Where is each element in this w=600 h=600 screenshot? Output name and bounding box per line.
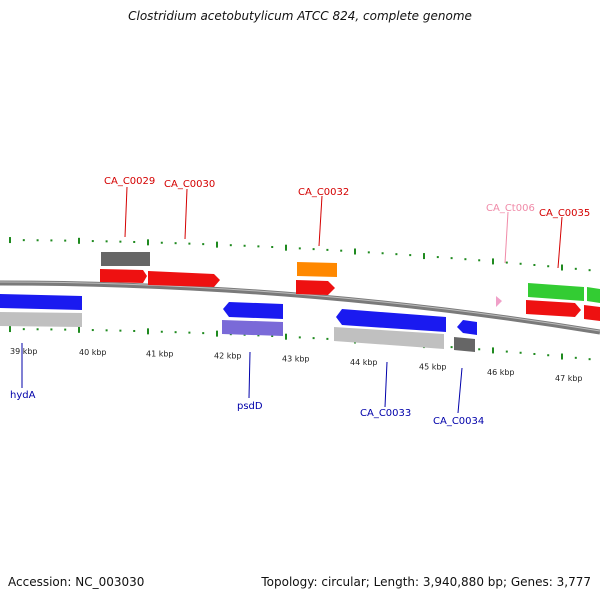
feature-CA_C0030[interactable] <box>148 271 220 287</box>
callout-line-psdD <box>248 351 251 399</box>
feature-CA_Ct006[interactable] <box>496 296 502 307</box>
gene-label-CA_C0032[interactable]: CA_C0032 <box>298 187 349 198</box>
feature-CA_C0035-green[interactable] <box>528 283 584 301</box>
feature-hydA-gray[interactable] <box>0 312 82 327</box>
feature-CA_C0029-gray[interactable] <box>101 252 150 266</box>
callout-line-CA_C0032 <box>318 195 323 247</box>
feature-CA_C0033[interactable] <box>336 309 446 332</box>
accession-text: Accession: NC_003030 <box>8 575 145 589</box>
feature-CA_C0036[interactable] <box>584 305 600 321</box>
scale-label: 45 kbp <box>419 363 447 372</box>
gene-label-hydA[interactable]: hydA <box>10 390 36 401</box>
gene-label-psdD[interactable]: psdD <box>237 401 263 412</box>
scale-label: 39 kbp <box>10 347 38 356</box>
genome-title: Clostridium acetobutylicum ATCC 824, com… <box>128 9 472 23</box>
topology-summary: Topology: circular; Length: 3,940,880 bp… <box>261 575 591 589</box>
callout-line-CA_Ct006 <box>504 211 509 264</box>
scale-label: 40 kbp <box>79 348 107 357</box>
scale-label: 42 kbp <box>214 352 242 361</box>
feature-psdD-purple[interactable] <box>222 320 283 336</box>
genome-backbone <box>0 280 600 335</box>
feature-CA_C0029[interactable] <box>100 269 147 283</box>
scale-label: 46 kbp <box>487 368 515 377</box>
features-top <box>100 252 600 321</box>
gene-label-CA_C0029[interactable]: CA_C0029 <box>104 176 155 187</box>
feature-CA_C0033-gray[interactable] <box>334 327 444 349</box>
scale-label: 47 kbp <box>555 374 583 383</box>
gene-label-CA_C0030[interactable]: CA_C0030 <box>164 179 215 190</box>
gene-label-CA_C0035[interactable]: CA_C0035 <box>539 208 590 219</box>
scale-label: 44 kbp <box>350 358 378 367</box>
genome-backbone-highlight <box>0 281 600 332</box>
callout-line-CA_C0033 <box>384 361 388 408</box>
feature-CA_C0032-orange[interactable] <box>297 262 337 277</box>
feature-CA_C0034[interactable] <box>457 320 477 335</box>
gene-label-CA_Ct006[interactable]: CA_Ct006 <box>486 203 535 214</box>
gene-label-CA_C0034[interactable]: CA_C0034 <box>433 416 484 427</box>
scale-label: 41 kbp <box>146 349 174 358</box>
feature-CA_C0035-green-2[interactable] <box>587 287 600 303</box>
feature-CA_C0034-gray[interactable] <box>454 337 475 352</box>
gene-label-CA_C0033[interactable]: CA_C0033 <box>360 408 411 419</box>
callout-line-CA_C0030 <box>184 188 188 240</box>
feature-hydA[interactable] <box>0 294 82 310</box>
gene-labels: CA_C0029 CA_C0030 CA_C0032 CA_Ct006 CA_C… <box>10 176 590 427</box>
feature-psdD[interactable] <box>223 302 283 319</box>
callout-lines <box>21 186 563 414</box>
feature-CA_C0032[interactable] <box>296 280 335 295</box>
feature-CA_C0035[interactable] <box>526 300 581 317</box>
scale-labels: 39 kbp 40 kbp 41 kbp 42 kbp 43 kbp 44 kbp 45 k… <box>10 347 583 383</box>
scale-label: 43 kbp <box>282 354 310 363</box>
callout-line-CA_C0035 <box>557 216 563 269</box>
features-bottom <box>0 294 477 352</box>
scale-ticks-top <box>9 237 591 272</box>
callout-line-CA_C0029 <box>124 186 128 238</box>
callout-line-CA_C0034 <box>457 367 463 414</box>
